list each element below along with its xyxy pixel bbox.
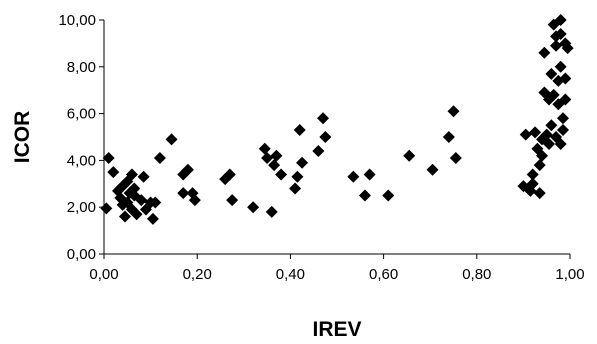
data-point-marker	[258, 142, 271, 155]
data-point-marker	[146, 212, 159, 225]
data-point-marker	[554, 14, 567, 26]
x-tick-labels: 0,00 0,20 0,40 0,60 0,80 1,00	[89, 266, 584, 283]
data-point-marker	[125, 168, 138, 181]
data-point-marker	[247, 201, 260, 214]
data-point-marker	[261, 152, 274, 165]
data-point-marker	[540, 128, 553, 141]
data-point-marker	[291, 170, 304, 183]
data-point-marker	[363, 168, 376, 181]
y-tick-label: 8,00	[67, 59, 96, 76]
data-point-marker	[538, 46, 551, 59]
data-point-marker	[358, 189, 371, 202]
data-point-marker	[526, 168, 539, 181]
x-tick-label: 0,40	[276, 266, 305, 283]
data-point-marker	[545, 119, 558, 132]
data-point-marker	[347, 170, 360, 183]
x-tick-label: 0,80	[462, 266, 491, 283]
data-point-marker	[268, 159, 281, 172]
data-point-marker	[403, 149, 416, 162]
data-point-marker	[545, 67, 558, 80]
data-point-marker	[128, 182, 141, 195]
data-point-marker	[533, 159, 546, 172]
x-tick-label: 0,00	[89, 266, 118, 283]
data-point-marker	[223, 168, 236, 181]
x-axis	[103, 253, 571, 259]
data-point-marker	[289, 182, 302, 195]
y-tick-label: 0,00	[67, 246, 96, 263]
data-point-marker	[265, 205, 278, 218]
y-tick-label: 10,00	[58, 12, 96, 29]
data-point-marker	[102, 152, 115, 165]
data-point-marker	[135, 194, 148, 207]
data-points	[100, 14, 574, 225]
x-tick-label: 0,60	[369, 266, 398, 283]
y-axis	[99, 19, 105, 255]
data-point-marker	[317, 112, 330, 125]
data-point-marker	[529, 126, 542, 139]
data-point-marker	[270, 149, 283, 162]
data-point-marker	[559, 72, 572, 85]
data-point-marker	[226, 194, 239, 207]
data-point-marker	[543, 138, 556, 151]
data-point-marker	[165, 133, 178, 146]
data-point-marker	[561, 42, 574, 55]
y-tick-labels: 0,00 2,00 4,00 6,00 8,00 10,00	[58, 12, 96, 263]
data-point-marker	[559, 93, 572, 106]
y-tick-label: 6,00	[67, 106, 96, 123]
data-point-marker	[557, 123, 570, 136]
data-point-marker	[296, 156, 309, 169]
data-point-marker	[547, 88, 560, 101]
data-point-marker	[118, 210, 131, 223]
data-point-marker	[107, 166, 120, 179]
data-point-marker	[442, 131, 455, 143]
data-point-marker	[550, 39, 563, 52]
data-point-marker	[153, 152, 166, 165]
y-tick-label: 2,00	[67, 199, 96, 216]
x-axis-title: IREV	[312, 318, 361, 341]
data-point-marker	[554, 28, 567, 41]
data-point-marker	[137, 170, 150, 183]
data-point-marker	[293, 123, 306, 136]
data-point-marker	[275, 168, 288, 181]
data-point-marker	[449, 152, 462, 165]
data-point-marker	[130, 208, 143, 221]
data-point-marker	[554, 60, 567, 73]
data-point-marker	[533, 187, 546, 200]
data-point-marker	[519, 128, 532, 141]
data-point-marker	[447, 105, 460, 118]
data-point-marker	[312, 145, 325, 158]
x-tick-label: 0,20	[183, 266, 212, 283]
x-tick-label: 1,00	[555, 266, 584, 283]
data-point-marker	[181, 163, 194, 176]
data-point-marker	[100, 202, 113, 215]
data-point-marker	[557, 112, 570, 125]
data-point-marker	[554, 138, 567, 151]
data-point-marker	[319, 131, 332, 143]
data-point-marker	[426, 163, 439, 176]
data-point-marker	[526, 177, 539, 190]
data-point-marker	[177, 187, 190, 200]
data-point-marker	[188, 194, 201, 207]
y-axis-title: ICOR	[11, 111, 34, 164]
y-tick-label: 4,00	[67, 152, 96, 169]
data-point-marker	[536, 149, 549, 162]
data-point-marker	[382, 189, 395, 202]
data-point-marker	[149, 196, 162, 209]
